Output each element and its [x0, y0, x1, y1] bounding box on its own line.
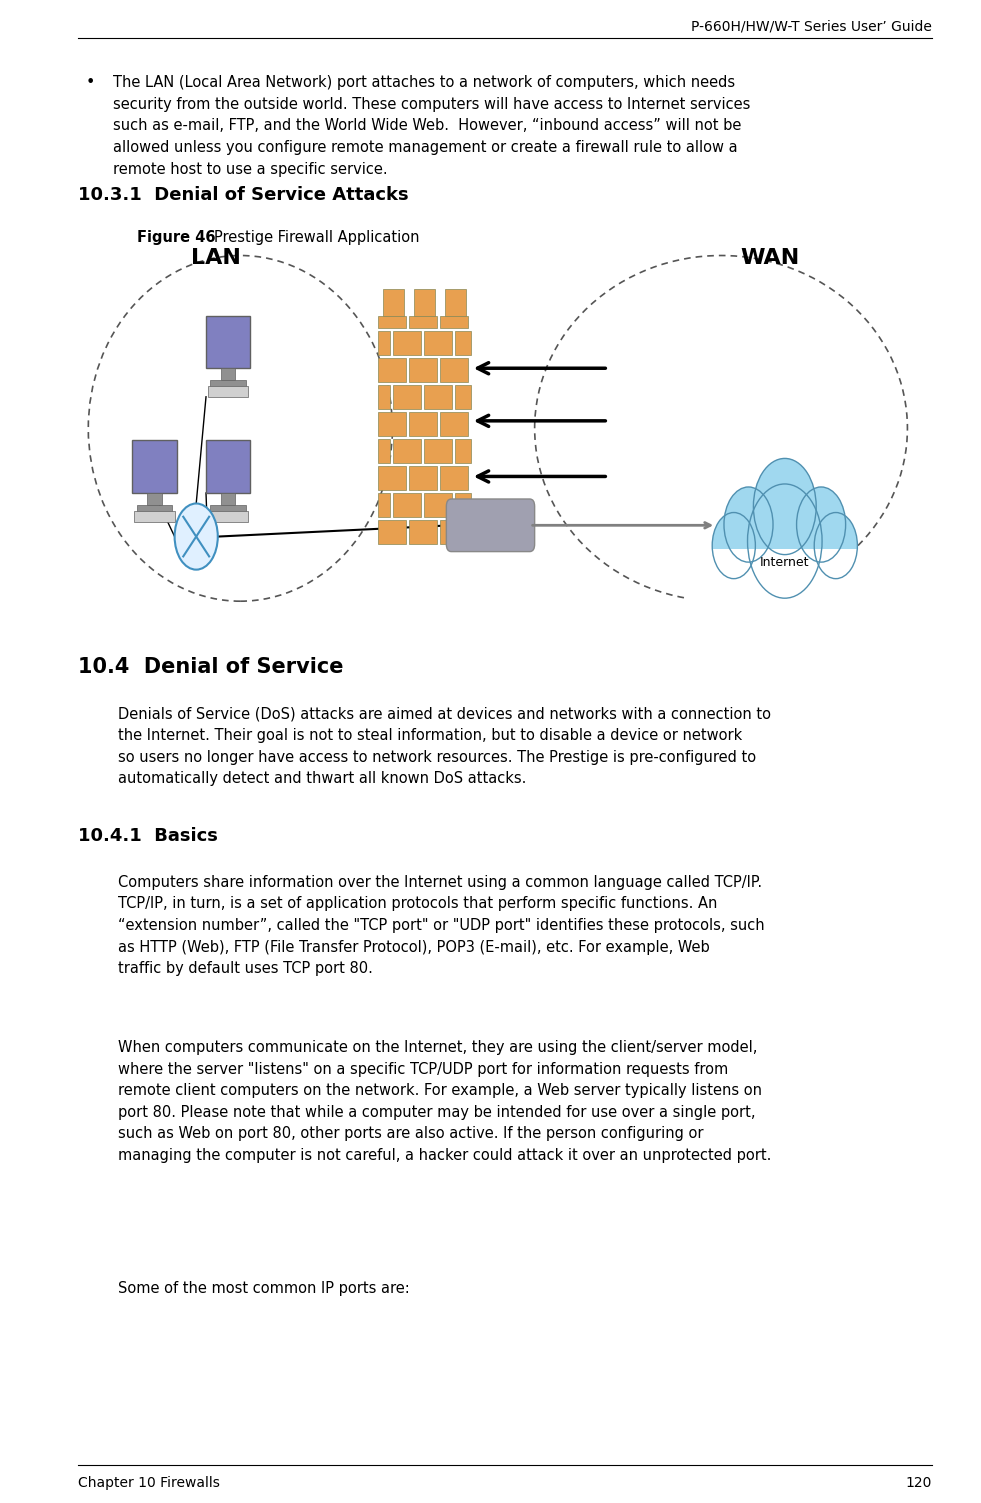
- Bar: [409, 316, 437, 328]
- Bar: [211, 505, 245, 513]
- Text: LAN: LAN: [191, 248, 241, 268]
- Bar: [439, 412, 468, 436]
- Text: Computers share information over the Internet using a common language called TCP: Computers share information over the Int…: [118, 875, 764, 975]
- Bar: [378, 439, 390, 463]
- Bar: [378, 385, 390, 409]
- Bar: [687, 549, 883, 609]
- Bar: [425, 493, 452, 517]
- Bar: [409, 358, 437, 382]
- Text: 10.4  Denial of Service: 10.4 Denial of Service: [78, 657, 344, 676]
- Bar: [393, 493, 422, 517]
- Bar: [378, 493, 390, 517]
- Circle shape: [748, 484, 822, 598]
- Bar: [425, 385, 452, 409]
- Bar: [393, 439, 422, 463]
- Bar: [137, 505, 173, 513]
- Bar: [221, 368, 235, 380]
- Bar: [378, 412, 406, 436]
- Bar: [134, 511, 175, 522]
- Bar: [409, 466, 437, 490]
- Text: Figure 46: Figure 46: [137, 230, 216, 245]
- Text: When computers communicate on the Internet, they are using the client/server mod: When computers communicate on the Intern…: [118, 1040, 771, 1163]
- Bar: [206, 316, 250, 368]
- Circle shape: [175, 504, 218, 570]
- Bar: [206, 440, 250, 493]
- Bar: [383, 289, 404, 316]
- Text: WAN: WAN: [741, 248, 800, 268]
- Text: Denials of Service (DoS) attacks are aimed at devices and networks with a connec: Denials of Service (DoS) attacks are aim…: [118, 706, 771, 786]
- Circle shape: [797, 487, 846, 562]
- Bar: [378, 466, 406, 490]
- Text: Chapter 10 Firewalls: Chapter 10 Firewalls: [78, 1476, 221, 1489]
- Text: 10.4.1  Basics: 10.4.1 Basics: [78, 827, 219, 845]
- Circle shape: [753, 458, 816, 555]
- Bar: [393, 385, 422, 409]
- Bar: [439, 466, 468, 490]
- Text: 10.3.1  Denial of Service Attacks: 10.3.1 Denial of Service Attacks: [78, 186, 409, 204]
- Text: P-660H/HW/W-T Series User’ Guide: P-660H/HW/W-T Series User’ Guide: [691, 20, 932, 35]
- Bar: [221, 493, 235, 505]
- Text: •: •: [85, 75, 95, 90]
- FancyBboxPatch shape: [446, 499, 535, 552]
- Bar: [455, 493, 471, 517]
- Bar: [444, 289, 466, 316]
- Text: The LAN (Local Area Network) port attaches to a network of computers, which need: The LAN (Local Area Network) port attach…: [113, 75, 750, 176]
- Circle shape: [814, 513, 857, 579]
- Bar: [425, 439, 452, 463]
- Bar: [393, 331, 422, 355]
- Bar: [378, 316, 406, 328]
- Bar: [378, 520, 406, 544]
- Bar: [455, 439, 471, 463]
- Circle shape: [724, 487, 773, 562]
- Bar: [414, 289, 435, 316]
- Bar: [132, 440, 177, 493]
- Bar: [439, 520, 468, 544]
- Bar: [211, 380, 245, 388]
- Text: Prestige Firewall Application: Prestige Firewall Application: [214, 230, 419, 245]
- Bar: [455, 331, 471, 355]
- Text: Internet: Internet: [760, 556, 809, 570]
- Text: Some of the most common IP ports are:: Some of the most common IP ports are:: [118, 1281, 414, 1296]
- Bar: [409, 412, 437, 436]
- Bar: [425, 331, 452, 355]
- Bar: [378, 358, 406, 382]
- Bar: [147, 493, 162, 505]
- Bar: [208, 386, 248, 397]
- Bar: [439, 316, 468, 328]
- Bar: [439, 358, 468, 382]
- Circle shape: [712, 513, 755, 579]
- Bar: [378, 331, 390, 355]
- Bar: [455, 385, 471, 409]
- Bar: [409, 520, 437, 544]
- Bar: [208, 511, 248, 522]
- Text: 120: 120: [905, 1476, 932, 1489]
